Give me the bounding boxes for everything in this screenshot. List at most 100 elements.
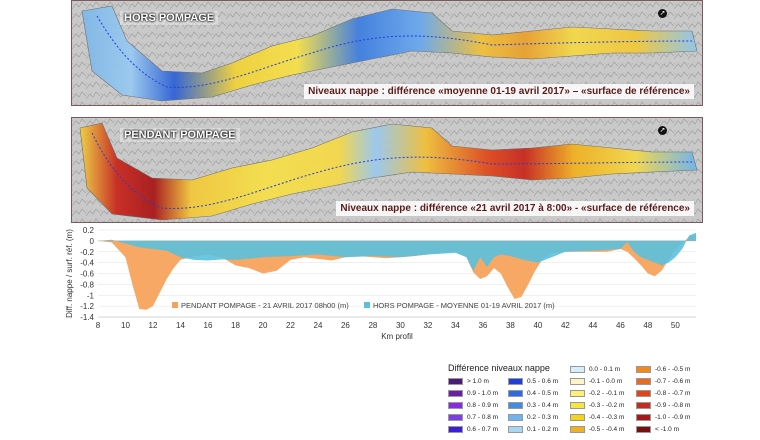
legend-swatch [448, 426, 463, 433]
x-tick-label: 18 [231, 321, 240, 330]
legend-label: -0.1 - 0.0 m [589, 378, 623, 385]
legend-swatch [364, 302, 370, 308]
legend-label: 0.4 - 0.5 m [527, 390, 559, 397]
x-tick-label: 46 [616, 321, 625, 330]
legend-title: Différence niveaux nappe [448, 363, 550, 373]
legend-item: > 1.0 m [448, 378, 489, 386]
y-tick-label: -0.2 [80, 248, 94, 257]
y-tick-label: -1.4 [80, 313, 94, 322]
legend-label: 0.1 - 0.2 m [527, 426, 559, 433]
x-tick-label: 48 [643, 321, 652, 330]
legend-label: 0.3 - 0.4 m [527, 402, 559, 409]
y-tick-label: 0 [90, 237, 95, 246]
map-pendant-pompage-title: PENDANT POMPAGE [120, 128, 240, 142]
legend-swatch [448, 414, 463, 421]
legend-item: 0.6 - 0.7 m [448, 426, 498, 434]
x-tick-label: 8 [96, 321, 101, 330]
y-axis-label: Diff. nappe / surf. réf. (m) [65, 229, 74, 318]
legend-item: 0.8 - 0.9 m [448, 402, 498, 410]
map-pendant-pompage-caption: Niveaux nappe : différence «21 avril 201… [336, 201, 694, 216]
map-hors-pompage-caption: Niveaux nappe : différence «moyenne 01-1… [304, 84, 694, 99]
legend-swatch [570, 378, 585, 385]
north-arrow-icon: ➚ [658, 9, 667, 18]
y-tick-label: -0.6 [80, 270, 94, 279]
legend-item: -0.3 - -0.2 m [570, 402, 624, 410]
legend-item: < -1.0 m [636, 426, 679, 434]
legend-label: 0.5 - 0.6 m [527, 378, 559, 385]
legend-item: 0.4 - 0.5 m [508, 390, 558, 398]
map-hors-pompage-title: HORS POMPAGE [120, 11, 219, 25]
legend-label: < -1.0 m [655, 426, 680, 433]
legend-swatch [508, 402, 523, 409]
legend-label: 0.8 - 0.9 m [467, 402, 499, 409]
legend-label: 0.9 - 1.0 m [467, 390, 499, 397]
legend-swatch [508, 414, 523, 421]
y-tick-label: -1.2 [80, 302, 94, 311]
legend-item: -0.2 - -0.1 m [570, 390, 624, 398]
map-pendant-pompage: PENDANT POMPAGE Niveaux nappe : différen… [71, 117, 703, 223]
legend-item: -0.5 - -0.4 m [570, 426, 624, 434]
legend-swatch [636, 366, 651, 373]
legend-item: -0.9 - -0.8 m [636, 402, 690, 410]
legend-swatch [172, 302, 178, 308]
legend-swatch [570, 414, 585, 421]
legend-item: -1.0 - -0.9 m [636, 414, 690, 422]
x-tick-label: 40 [533, 321, 542, 330]
x-tick-label: 16 [204, 321, 213, 330]
legend-label: -0.2 - -0.1 m [589, 390, 625, 397]
legend-swatch [636, 414, 651, 421]
legend-item: -0.8 - -0.7 m [636, 390, 690, 398]
x-tick-label: 14 [176, 321, 185, 330]
x-tick-label: 20 [259, 321, 268, 330]
x-tick-label: 26 [341, 321, 350, 330]
legend-swatch [448, 402, 463, 409]
x-tick-label: 28 [368, 321, 377, 330]
x-tick-label: 42 [561, 321, 570, 330]
legend-label: -0.3 - -0.2 m [589, 402, 625, 409]
legend-label: -1.0 - -0.9 m [655, 414, 691, 421]
legend-item: -0.7 - -0.6 m [636, 378, 690, 386]
legend-item: 0.7 - 0.8 m [448, 414, 498, 422]
x-tick-label: 22 [286, 321, 295, 330]
x-tick-label: 24 [314, 321, 323, 330]
legend-swatch [636, 390, 651, 397]
y-tick-label: -0.4 [80, 259, 94, 268]
x-tick-label: 12 [149, 321, 158, 330]
legend-label: -0.5 - -0.4 m [589, 426, 625, 433]
legend-entry-pendant-pompage: PENDANT POMPAGE - 21 AVRIL 2017 08h00 (m… [181, 301, 349, 310]
legend-swatch [636, 426, 651, 433]
x-tick-label: 44 [588, 321, 597, 330]
x-axis-label: Km profil [381, 332, 413, 341]
x-tick-label: 30 [396, 321, 405, 330]
legend-label: 0.6 - 0.7 m [467, 426, 499, 433]
legend-swatch [508, 390, 523, 397]
legend-entry-hors-pompage: HORS POMPAGE - MOYENNE 01-19 AVRIL 2017 … [373, 301, 555, 310]
y-tick-label: 0.2 [83, 226, 95, 235]
legend-label: 0.7 - 0.8 m [467, 414, 499, 421]
legend-item: 0.3 - 0.4 m [508, 402, 558, 410]
legend-item: 0.1 - 0.2 m [508, 426, 558, 434]
legend-swatch [448, 390, 463, 397]
series-area-hors-pompage [98, 232, 696, 271]
legend-swatch [508, 426, 523, 433]
legend-item: 0.5 - 0.6 m [508, 378, 558, 386]
north-arrow-icon: ➚ [658, 126, 667, 135]
legend-label: > 1.0 m [467, 378, 489, 385]
legend-swatch [636, 378, 651, 385]
x-tick-label: 36 [478, 321, 487, 330]
x-tick-label: 10 [121, 321, 130, 330]
legend-swatch [570, 426, 585, 433]
legend-label: -0.4 - -0.3 m [589, 414, 625, 421]
legend-swatch [570, 390, 585, 397]
legend-swatch [508, 378, 523, 385]
profile-chart: 0.2 0 -0.2 -0.4 -0.6-0.8 -1 -1.2 -1.48 10 12 14 16 1… [65, 226, 696, 341]
legend-item: -0.6 - -0.5 m [636, 366, 690, 374]
legend-label: -0.8 - -0.7 m [655, 390, 691, 397]
legend-label: 0.0 - 0.1 m [589, 366, 621, 373]
map-hors-pompage: HORS POMPAGE Niveaux nappe : différence … [71, 0, 703, 106]
legend-swatch [636, 402, 651, 409]
legend-item: -0.4 - -0.3 m [570, 414, 624, 422]
legend-item: 0.9 - 1.0 m [448, 390, 498, 398]
y-tick-label: -0.8 [80, 280, 94, 289]
legend-swatch [448, 378, 463, 385]
